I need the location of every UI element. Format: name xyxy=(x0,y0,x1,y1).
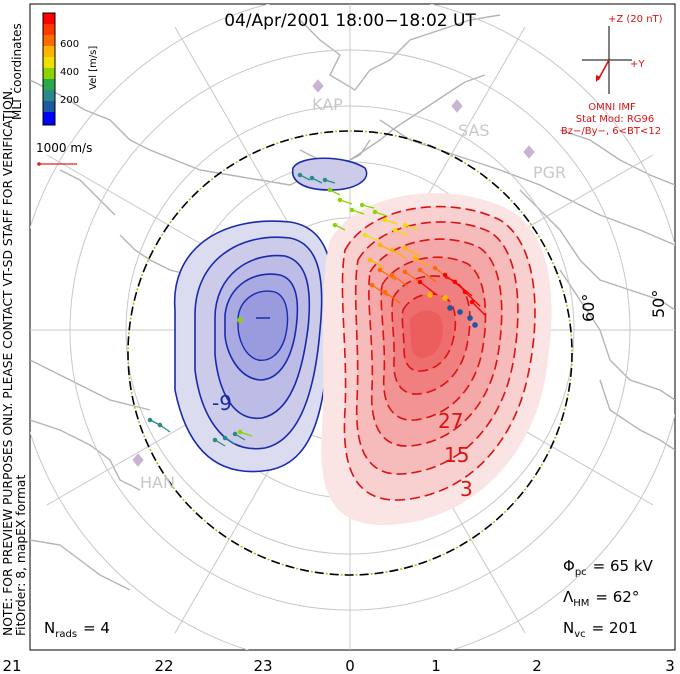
stat-nvc: Nvc = 201 xyxy=(563,619,638,640)
station-label-han: HAN xyxy=(140,473,175,492)
latitude-label-50: 50° xyxy=(649,290,668,318)
preview-note: NOTE: FOR PREVIEW PURPOSES ONLY. PLEASE … xyxy=(1,87,15,636)
contour-labels: -9 27 15 3 xyxy=(212,391,473,501)
stats-block: Φpc = 65 kV ΛHM = 62° Nvc = 201 Nrads = 4 xyxy=(44,557,654,640)
fit-order-note: FitOrder: 8, mapEX format xyxy=(14,475,28,636)
reference-vector: 1000 m/s xyxy=(36,141,92,166)
station-label-kap: KAP xyxy=(312,95,343,114)
colorbar-label: Vel [m/s] xyxy=(88,46,99,90)
imf-dial: +Z (20 nT) +Y OMNI IMF Stat Mod: RG96 Bz… xyxy=(561,14,663,137)
mlt-label-23: 23 xyxy=(253,657,272,674)
imf-y-label: +Y xyxy=(630,59,645,70)
stat-phi-pc: Φpc = 65 kV xyxy=(563,557,654,578)
mlt-label-2: 2 xyxy=(532,657,542,674)
negative-cell xyxy=(173,157,368,473)
colorbar-tick-400: 400 xyxy=(60,67,79,78)
reference-vector-label: 1000 m/s xyxy=(36,141,92,155)
colorbar-tick-200: 200 xyxy=(60,95,79,106)
mlt-label-21: 21 xyxy=(2,657,21,674)
station-markers xyxy=(132,79,535,467)
map-title: 04/Apr/2001 18:00−18:02 UT xyxy=(224,11,476,31)
latitude-label-60: 60° xyxy=(579,294,598,322)
mlt-label-1: 1 xyxy=(431,657,441,674)
contour-label-3: 3 xyxy=(460,477,473,501)
imf-source: OMNI IMF xyxy=(588,102,636,113)
velocity-colorbar: 600 400 200 Vel [m/s] xyxy=(42,12,99,126)
mlt-label-0: 0 xyxy=(345,657,355,674)
coordinates-label: MLT coordinates xyxy=(10,23,24,120)
hm-boundary xyxy=(127,130,573,576)
contour-label-15: 15 xyxy=(444,443,469,467)
stat-nrads: Nrads = 4 xyxy=(44,619,110,640)
imf-z-label: +Z (20 nT) xyxy=(608,14,663,25)
contour-label-negative: -9 xyxy=(212,391,232,415)
velocity-vectors xyxy=(147,172,487,447)
station-label-sas: SAS xyxy=(458,121,490,140)
contour-label-27: 27 xyxy=(438,409,463,433)
mlt-label-22: 22 xyxy=(154,657,173,674)
imf-condition: Bz−/By−, 6<BT<12 xyxy=(561,126,661,137)
station-label-pgr: PGR xyxy=(533,163,566,182)
stat-lambda-hm: ΛHM = 62° xyxy=(563,588,639,609)
mlt-axis: 21 22 23 0 1 2 3 xyxy=(2,657,674,674)
positive-cell xyxy=(321,193,552,526)
mlt-label-3: 3 xyxy=(665,657,675,674)
colorbar-tick-600: 600 xyxy=(60,39,79,50)
imf-model: Stat Mod: RG96 xyxy=(576,114,655,125)
